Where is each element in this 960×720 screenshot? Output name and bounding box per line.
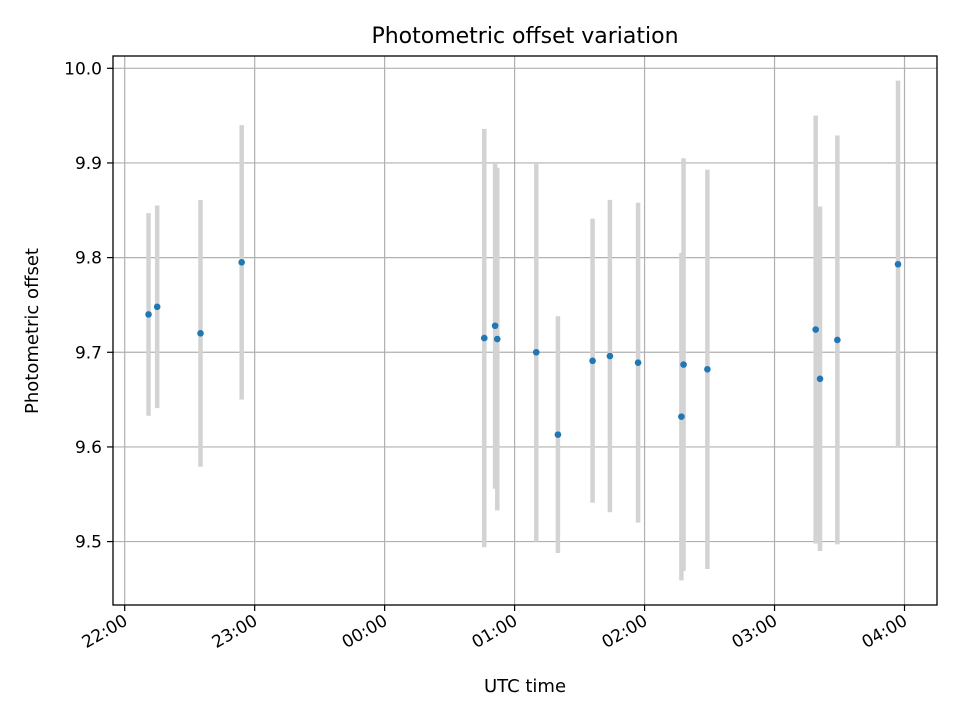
data-point <box>532 348 540 356</box>
data-point <box>554 431 562 438</box>
data-point <box>480 334 488 342</box>
data-point <box>704 366 711 373</box>
grid <box>113 56 937 605</box>
y-tick-label: 9.9 <box>75 154 102 174</box>
y-axis-ticks: 9.5 9.6 9.7 9.8 9.9 10.0 <box>64 59 113 553</box>
plot-frame <box>112 55 938 606</box>
x-tick-label: 01:00 <box>469 611 521 653</box>
data-points <box>145 259 902 438</box>
y-tick-label: 9.5 <box>75 533 102 553</box>
y-tick-label: 9.6 <box>75 438 102 458</box>
y-tick-label: 10.0 <box>64 59 102 79</box>
data-point <box>491 322 499 330</box>
data-point <box>634 359 642 366</box>
data-point <box>606 352 614 360</box>
data-point <box>589 357 596 365</box>
data-point <box>812 326 819 333</box>
data-point <box>680 361 687 368</box>
y-tick-label: 9.7 <box>75 343 102 363</box>
x-tick-label: 22:00 <box>79 611 131 653</box>
data-point <box>834 336 841 344</box>
data-point <box>816 375 824 383</box>
data-point <box>238 259 245 266</box>
x-tick-label: 04:00 <box>859 611 911 653</box>
data-point <box>153 303 161 311</box>
y-tick-label: 9.8 <box>75 249 102 269</box>
x-tick-label: 02:00 <box>599 611 651 653</box>
y-axis-label: Photometric offset <box>22 248 43 414</box>
data-point <box>197 330 204 337</box>
data-point <box>493 335 501 343</box>
error-bars <box>146 80 901 581</box>
x-axis-ticks: 22:00 23:00 00:00 01:00 02:00 03:00 04:00 <box>79 605 911 653</box>
data-point <box>678 413 685 420</box>
data-point <box>894 260 902 268</box>
chart-title: Photometric offset variation <box>371 24 678 49</box>
x-axis-label: UTC time <box>484 676 566 697</box>
x-tick-label: 23:00 <box>209 611 261 653</box>
data-point <box>145 311 152 318</box>
x-tick-label: 00:00 <box>339 611 391 653</box>
x-tick-label: 03:00 <box>729 611 781 653</box>
